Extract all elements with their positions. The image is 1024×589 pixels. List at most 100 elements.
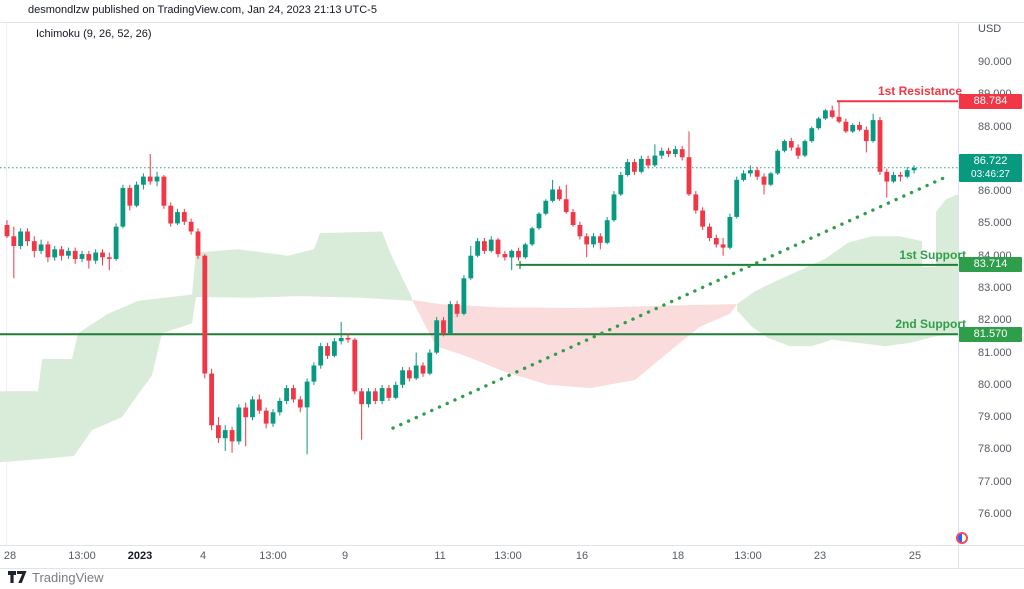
candle-body: [134, 184, 139, 206]
candle-body: [707, 226, 712, 238]
candle-body: [768, 173, 774, 185]
candle-body: [72, 250, 78, 259]
tradingview-logo[interactable]: TradingView: [8, 570, 104, 585]
candle-body: [79, 254, 85, 259]
candle-body: [761, 176, 767, 185]
candle-body: [216, 425, 221, 439]
tradingview-logo-icon: [8, 571, 27, 583]
header-separator: [0, 22, 1024, 23]
time-tick-label: 4: [199, 550, 207, 562]
candle-body: [754, 170, 760, 177]
candle-body: [509, 250, 515, 258]
candle-body: [597, 236, 603, 243]
price-tick-label: 82.000: [978, 314, 1012, 327]
candle-body: [352, 339, 358, 392]
candle-body: [645, 158, 651, 166]
support-2-label[interactable]: 2nd Support: [895, 317, 966, 332]
candle-body: [516, 250, 521, 258]
footer-separator: [0, 568, 1024, 569]
price-tick-label: 79.000: [978, 411, 1012, 424]
candle-body: [563, 199, 569, 213]
candle-body: [386, 388, 392, 398]
candle-body: [775, 150, 781, 174]
candle-body: [720, 244, 726, 248]
candle-body: [788, 141, 794, 148]
candle-body: [18, 231, 23, 246]
candle-body: [863, 129, 869, 142]
support1-price-badge: 83.714: [959, 257, 1022, 273]
candle-body: [625, 162, 630, 175]
price-tick-label: 78.000: [978, 443, 1012, 456]
candle-body: [181, 212, 187, 222]
candle-body: [127, 187, 133, 206]
candle-body: [823, 110, 828, 119]
time-tick-label: 11: [434, 550, 446, 562]
candle-body: [734, 179, 740, 217]
attribution-text: desmondlzw published on TradingView.com,…: [28, 4, 377, 16]
candle-body: [168, 205, 174, 224]
candle-body: [38, 244, 44, 251]
candle-body: [577, 225, 583, 237]
candle-body: [434, 320, 440, 353]
candle-body: [468, 255, 474, 279]
candle-body: [652, 155, 658, 166]
candle-body: [536, 213, 542, 229]
ichimoku-cloud-bullish: [0, 231, 412, 463]
candle-body: [270, 412, 276, 424]
candle-body: [229, 430, 235, 442]
candle-body: [256, 399, 262, 411]
candle-body: [154, 176, 160, 182]
time-tick-label: 13:00: [259, 550, 287, 562]
candle-body: [407, 370, 412, 379]
candle-body: [372, 391, 378, 401]
candle-body: [686, 157, 692, 195]
candle-body: [147, 176, 153, 182]
candle-body: [584, 236, 590, 245]
candle-body: [782, 141, 787, 151]
candle-body: [236, 407, 242, 442]
instrument-logo-icon: [956, 532, 968, 544]
candle-body: [475, 241, 480, 256]
candle-body: [263, 410, 269, 424]
candle-body: [209, 373, 214, 426]
candlestick-chart-plot[interactable]: [0, 0, 958, 545]
candle-body: [679, 149, 685, 158]
candle-body: [632, 162, 637, 172]
candle-body: [222, 430, 228, 439]
candle-body: [904, 170, 910, 177]
candle-body: [188, 221, 194, 232]
candle-body: [638, 158, 644, 172]
candle-body: [52, 249, 58, 258]
candle-body: [120, 187, 126, 227]
candle-body: [393, 384, 399, 398]
candle-body: [359, 391, 364, 405]
candle-body: [441, 320, 446, 334]
ichimoku-cloud-bearish: [412, 299, 737, 389]
candle-body: [345, 338, 351, 340]
price-tick-label: 86.000: [978, 185, 1012, 198]
candle-body: [795, 147, 801, 156]
resistance-1-label[interactable]: 1st Resistance: [877, 84, 962, 99]
candle-body: [748, 170, 753, 174]
trendline[interactable]: [391, 174, 950, 430]
candle-body: [550, 189, 555, 201]
candle-body: [898, 175, 903, 177]
candle-body: [106, 257, 112, 259]
candle-body: [175, 212, 180, 224]
candle-body: [325, 346, 330, 356]
candle-body: [666, 150, 671, 154]
candle-body: [911, 167, 917, 171]
candle-body: [311, 365, 317, 382]
support2-price-badge: 81.570: [959, 326, 1022, 342]
candle-body: [857, 125, 862, 130]
candle-body: [427, 352, 433, 374]
support-1-label[interactable]: 1st Support: [899, 247, 966, 262]
candle-body: [836, 116, 842, 122]
candle-body: [31, 241, 37, 251]
price-tick-label: 77.000: [978, 475, 1012, 488]
time-tick-label: 23: [813, 550, 827, 562]
candle-body: [618, 175, 624, 195]
price-tick-label: 81.000: [978, 346, 1012, 359]
price-tick-label: 88.000: [978, 120, 1012, 133]
